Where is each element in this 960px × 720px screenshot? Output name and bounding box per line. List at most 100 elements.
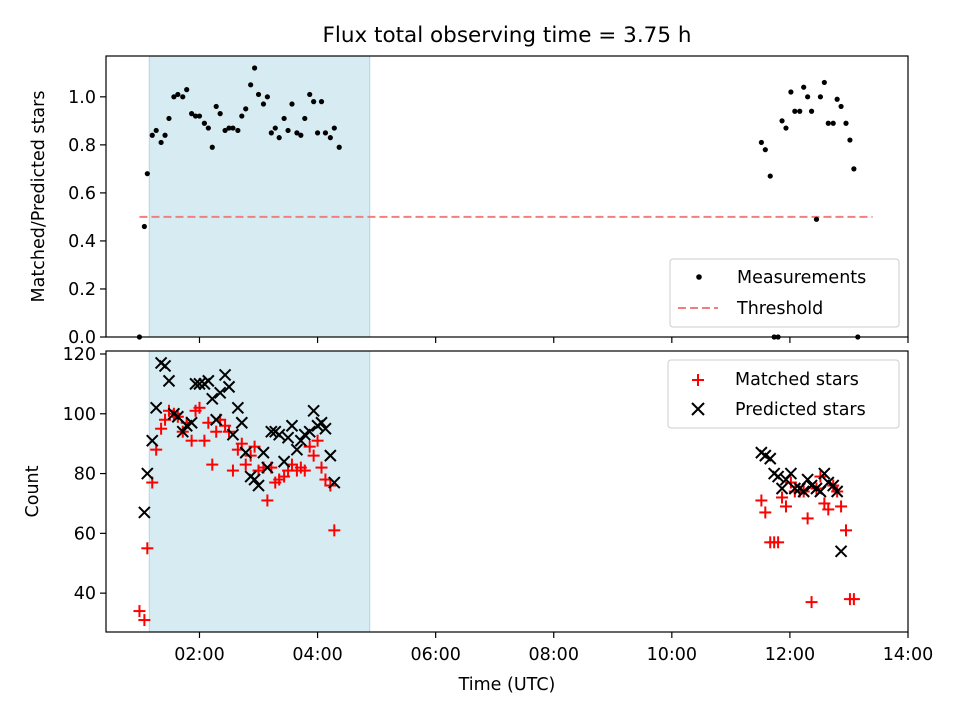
measurement-point bbox=[808, 108, 815, 114]
measurement-point bbox=[281, 115, 287, 122]
bottom-x-ticks: 02:00 04:00 06:00 08:00 10:00 12:00 14:00 bbox=[174, 632, 933, 665]
matched-star-point bbox=[141, 542, 154, 555]
measurement-point bbox=[314, 130, 321, 136]
predicted-star-point bbox=[775, 482, 789, 495]
measurement-point bbox=[226, 125, 232, 131]
matched-star-point bbox=[226, 464, 239, 477]
top-measurements bbox=[136, 65, 861, 340]
measurement-point bbox=[318, 99, 325, 105]
matched-star-point bbox=[759, 506, 772, 519]
measurement-point bbox=[153, 127, 159, 134]
predicted-star-point bbox=[827, 479, 840, 492]
predicted-star-point bbox=[202, 374, 215, 388]
x-tick-label: 12:00 bbox=[765, 645, 815, 665]
measurement-point bbox=[838, 103, 844, 110]
predicted-star-point bbox=[771, 470, 785, 483]
predicted-star-point bbox=[231, 401, 245, 415]
matched-star-point bbox=[155, 422, 168, 435]
measurement-point bbox=[821, 79, 827, 86]
predicted-star-point bbox=[138, 506, 151, 519]
predicted-star-point bbox=[834, 545, 848, 558]
bottom-legend-box bbox=[667, 359, 900, 429]
predicted-star-point bbox=[764, 452, 777, 465]
measurement-point bbox=[166, 115, 172, 122]
measurement-point bbox=[813, 216, 820, 222]
measurement-point bbox=[825, 120, 831, 126]
matched-star-point bbox=[206, 458, 219, 471]
predicted-star-point bbox=[162, 374, 176, 388]
predicted-star-point bbox=[303, 425, 316, 438]
top-y-tick-label: 0.8 bbox=[68, 136, 96, 156]
predicted-star-point bbox=[285, 419, 299, 432]
matched-star-point bbox=[840, 524, 853, 537]
matched-star-point bbox=[801, 512, 814, 525]
matched-star-point bbox=[755, 494, 768, 507]
measurement-point bbox=[175, 91, 181, 98]
measurement-point bbox=[801, 84, 807, 90]
matched-star-point bbox=[261, 494, 274, 507]
predicted-star-point bbox=[307, 404, 320, 417]
top-panel: 0.0 0.2 0.4 0.6 0.8 1.0 Matched/Predicted sta… bbox=[29, 55, 909, 348]
predicted-star-point bbox=[830, 485, 844, 498]
measurement-point bbox=[217, 111, 223, 117]
predicted-star-point bbox=[149, 401, 163, 415]
measurement-point bbox=[834, 96, 840, 102]
predicted-star-point bbox=[222, 380, 236, 394]
measurement-point bbox=[205, 125, 211, 131]
matched-star-point bbox=[298, 464, 311, 477]
bottom-y-axis-label: Count bbox=[23, 465, 43, 517]
measurement-point bbox=[264, 94, 270, 100]
measurement-point bbox=[298, 132, 304, 138]
bot-y-tick-label: 40 bbox=[74, 584, 96, 604]
predicted-star-point bbox=[328, 476, 341, 489]
matched-legend-marker bbox=[692, 374, 704, 386]
measurement-point bbox=[276, 135, 282, 141]
measurement-point bbox=[792, 108, 798, 114]
x-tick-label: 06:00 bbox=[410, 645, 460, 665]
bot-y-tick-label: 100 bbox=[63, 405, 96, 425]
measurement-point bbox=[248, 82, 254, 88]
top-y-tick-label: 0.2 bbox=[68, 280, 96, 300]
matched-star-point bbox=[315, 461, 328, 474]
predicted-star-point bbox=[257, 446, 270, 459]
predicted-star-point bbox=[784, 467, 798, 480]
predicted-star-point bbox=[185, 416, 198, 429]
predicted-star-point bbox=[272, 428, 286, 441]
measurement-point bbox=[158, 139, 164, 146]
measurement-point bbox=[162, 132, 168, 138]
x-tick-label: 02:00 bbox=[174, 645, 224, 665]
matched-star-point bbox=[328, 524, 341, 537]
bottom-y-ticks: 40 60 80 100 120 bbox=[63, 345, 106, 604]
measurement-point bbox=[302, 115, 308, 122]
top-y-tick-label: 0.0 bbox=[68, 328, 96, 348]
measurement-point bbox=[307, 91, 313, 98]
bottom-axes-frame bbox=[105, 350, 909, 633]
top-axes-frame bbox=[105, 55, 909, 338]
matched-star-point bbox=[138, 614, 151, 627]
measurement-point bbox=[180, 94, 186, 100]
measurement-point bbox=[189, 111, 195, 117]
matched-star-point bbox=[772, 536, 785, 549]
measurement-point bbox=[268, 130, 274, 136]
top-shaded-span bbox=[148, 55, 371, 338]
bot-y-tick-label: 120 bbox=[63, 345, 96, 365]
measurement-point bbox=[255, 91, 262, 98]
matched-star-point bbox=[210, 425, 223, 438]
predicted-star-point bbox=[226, 428, 240, 441]
predicted-star-point bbox=[277, 455, 291, 468]
predicted-star-point bbox=[248, 473, 261, 486]
measurement-point bbox=[797, 108, 803, 114]
top-legend: Measurements Threshold bbox=[669, 258, 900, 328]
top-y-tick-label: 0.4 bbox=[68, 232, 96, 252]
measurement-point bbox=[144, 171, 150, 177]
matched-star-point bbox=[185, 434, 198, 447]
predicted-star-point bbox=[265, 425, 278, 438]
measurement-point bbox=[322, 130, 329, 136]
predicted-star-point bbox=[319, 422, 332, 435]
predicted-star-point bbox=[146, 434, 159, 447]
matched-star-point bbox=[198, 434, 211, 447]
bot-y-tick-label: 80 bbox=[74, 465, 96, 485]
predicted-star-point bbox=[261, 461, 274, 474]
predicted-star-point bbox=[788, 482, 802, 495]
measurement-point bbox=[336, 144, 342, 150]
